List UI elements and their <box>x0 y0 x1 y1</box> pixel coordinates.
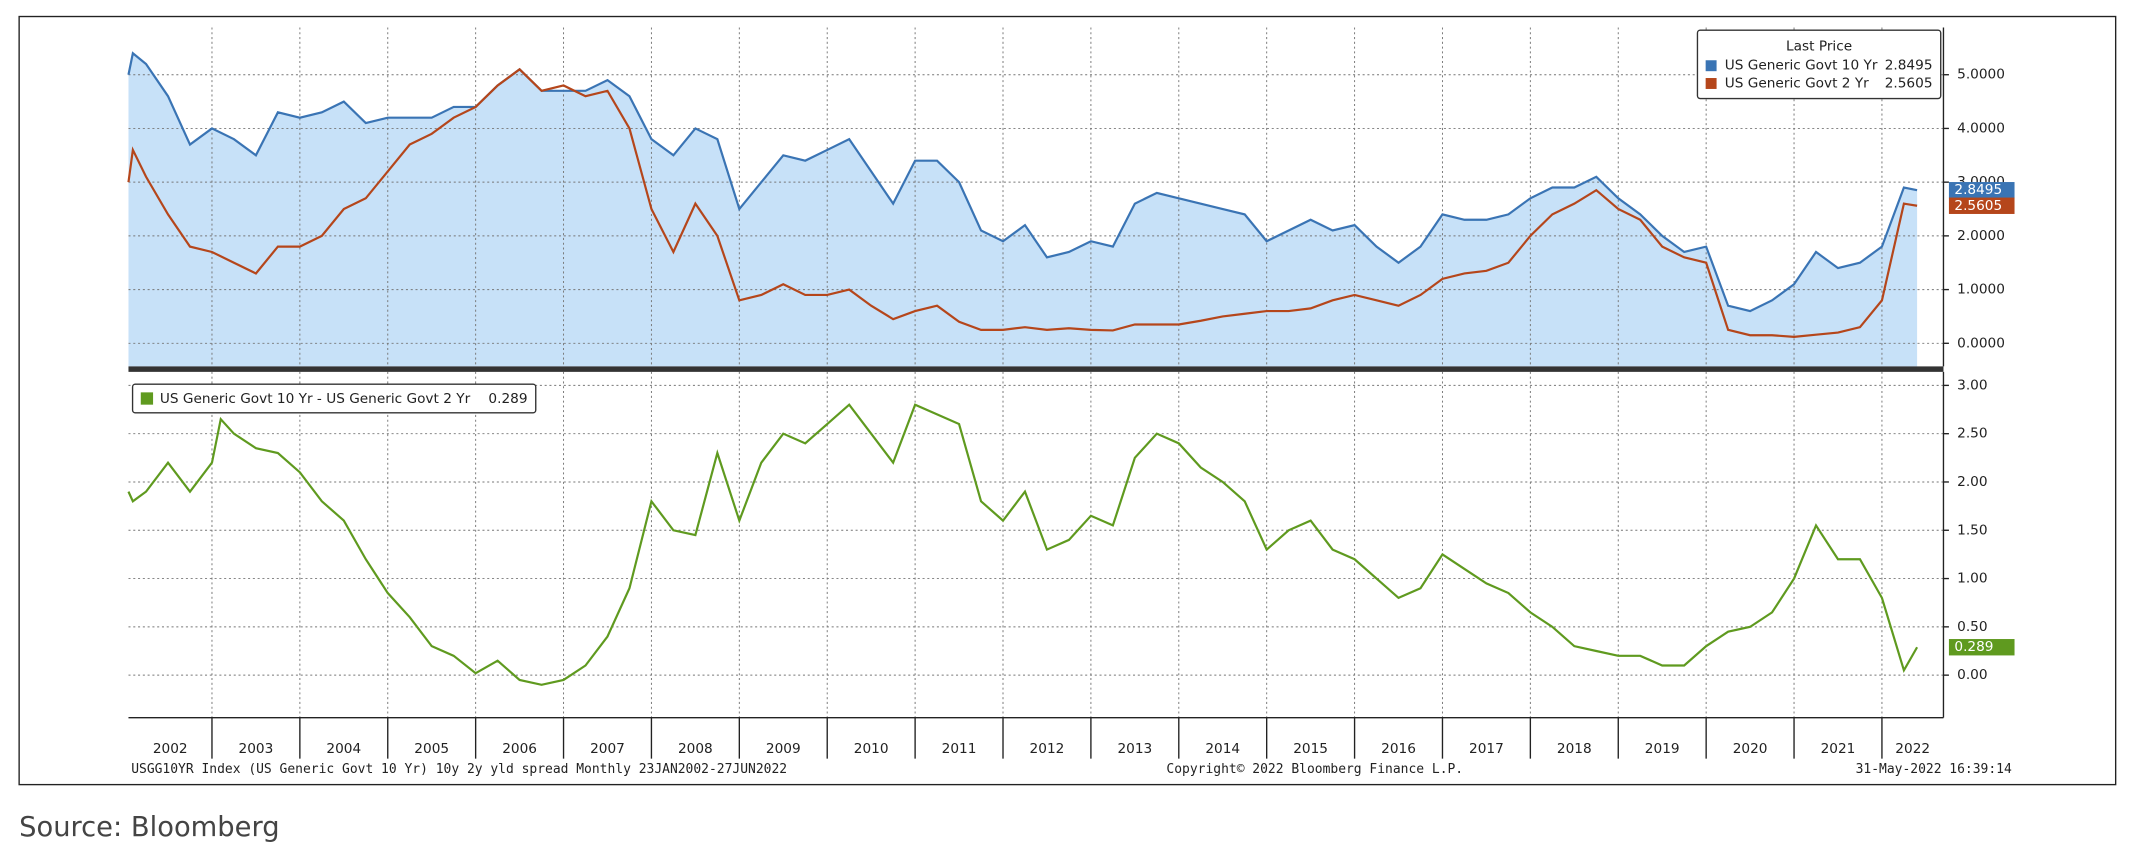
source: Source: Bloomberg <box>19 812 279 843</box>
x-tick-label: 2005 <box>414 741 449 757</box>
line <box>127 51 1918 313</box>
x-tick-label: 2007 <box>590 741 625 757</box>
last-value-tag <box>1948 197 2015 214</box>
y-tick-label: 4.0000 <box>1957 120 2005 136</box>
panel-separator <box>128 366 1944 372</box>
y-tick-label: 2.00 <box>1957 474 1987 490</box>
legend-label: US Generic Govt 10 Yr <box>1725 58 1878 74</box>
legend-title: Last Price <box>1786 39 1852 55</box>
legend-swatch <box>1705 60 1717 72</box>
legend-label: US Generic Govt 2 Yr <box>1725 75 1869 91</box>
last-value-tag <box>1948 182 2015 199</box>
y-tick-label: 1.50 <box>1957 522 1987 538</box>
x-tick-label: 2006 <box>502 741 537 757</box>
legend-box <box>1696 29 1942 100</box>
y-tick-label: 1.00 <box>1957 571 1987 587</box>
last-value-label: 2.8495 <box>1954 182 2002 198</box>
legend-label: US Generic Govt 10 Yr - US Generic Govt … <box>160 391 471 407</box>
x-tick-label: 2012 <box>1030 741 1065 757</box>
x-tick-label: 2021 <box>1821 741 1856 757</box>
legend-swatch <box>1705 78 1717 89</box>
line <box>127 403 1919 686</box>
y-tick-label: 0.50 <box>1957 619 1987 635</box>
x-tick-label: 2011 <box>942 741 977 757</box>
last-value-label: 0.289 <box>1954 639 1993 655</box>
line <box>127 67 1918 338</box>
legend-swatch <box>140 392 154 405</box>
area <box>128 53 1918 367</box>
x-tick-label: 2009 <box>766 741 801 757</box>
x-tick-label: 2008 <box>678 741 713 757</box>
x-tick-label: 2003 <box>239 741 274 757</box>
y-tick-label: 1.0000 <box>1957 282 2005 298</box>
x-tick-label: 2004 <box>326 741 361 757</box>
y-tick-label: 5.0000 <box>1957 67 2005 83</box>
legend-value: 2.8495 <box>1885 58 1933 74</box>
x-tick-label: 2016 <box>1381 741 1416 757</box>
legend-value: 2.5605 <box>1885 75 1933 91</box>
y-tick-label: 0.0000 <box>1957 335 2005 351</box>
x-tick-label: 2015 <box>1293 741 1328 757</box>
y-tick-label: 2.0000 <box>1957 228 2005 244</box>
x-tick-label: 2013 <box>1117 741 1152 757</box>
legend-value: 0.289 <box>488 391 527 407</box>
last-value-label: 2.5605 <box>1954 198 2002 214</box>
footer-right: 31-May-2022 16:39:14 <box>1856 762 2012 777</box>
x-tick-label: 2019 <box>1645 741 1680 757</box>
y-tick-label: 2.50 <box>1957 426 1987 442</box>
x-tick-label: 2018 <box>1557 741 1592 757</box>
x-tick-label: 2010 <box>854 741 889 757</box>
x-tick-label: 2022 <box>1895 741 1930 757</box>
x-tick-label: 2017 <box>1469 741 1504 757</box>
y-tick-label: 3.00 <box>1957 377 1987 393</box>
legend-box <box>131 383 537 414</box>
last-value-tag <box>1948 639 2015 656</box>
footer-center: Copyright© 2022 Bloomberg Finance L.P. <box>1166 762 1463 777</box>
y-tick-label: 0.00 <box>1957 667 1987 683</box>
x-tick-label: 2014 <box>1205 741 1240 757</box>
footer-left: USGG10YR Index (US Generic Govt 10 Yr) 1… <box>131 762 787 777</box>
x-tick-label: 2020 <box>1733 741 1768 757</box>
x-tick-label: 2002 <box>153 741 188 757</box>
